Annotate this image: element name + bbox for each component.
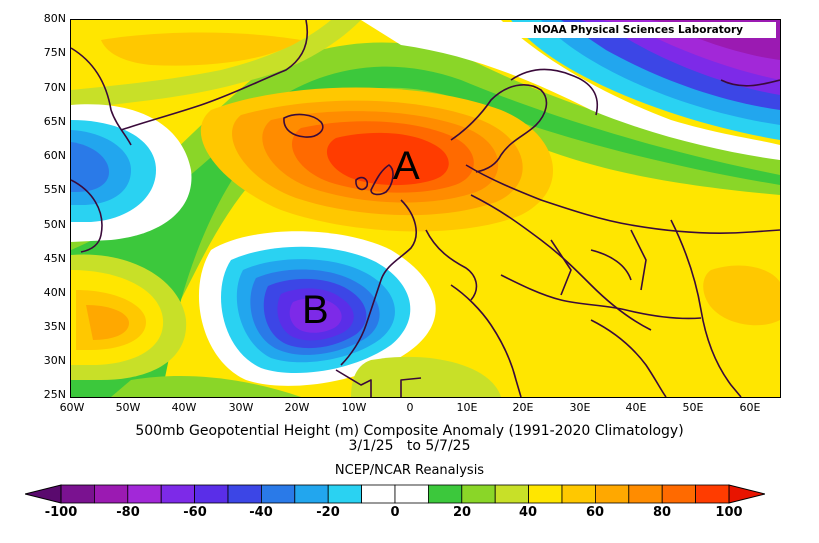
lat-label: 80N <box>43 12 66 25</box>
colorbar-right-arrow <box>728 484 765 504</box>
lon-label: 40E <box>625 401 647 414</box>
lat-label: 70N <box>43 81 66 94</box>
lon-label: 40W <box>171 401 197 414</box>
colorbar-cell <box>94 484 129 504</box>
colorbar-label: 100 <box>715 505 743 520</box>
lat-label: 35N <box>43 320 66 333</box>
lon-label: 20W <box>284 401 310 414</box>
colorbar-cell <box>494 484 530 504</box>
colorbar-label: -80 <box>116 505 140 520</box>
colorbar-cell <box>595 484 630 504</box>
colorbar-label: -60 <box>183 505 207 520</box>
colorbar-cell <box>461 484 496 504</box>
lat-label: 50N <box>43 218 66 231</box>
colorbar-cell <box>695 484 730 504</box>
colorbar-cell <box>327 484 363 504</box>
lon-label: 30W <box>228 401 254 414</box>
credit-label: NOAA Physical Sciences Laboratory <box>500 22 776 38</box>
colorbar-label: 80 <box>652 505 672 520</box>
colorbar-cell <box>294 484 329 504</box>
map-title: 500mb Geopotential Height (m) Composite … <box>135 423 684 439</box>
colorbar-cell <box>528 484 563 504</box>
anomaly-map <box>70 19 781 398</box>
high-marker-a: A <box>393 144 420 188</box>
colorbar-label: 40 <box>518 505 538 520</box>
anomaly-field <box>71 20 780 397</box>
colorbar-cell <box>127 484 162 504</box>
colorbar-label: -100 <box>44 505 78 520</box>
colorbar-cell <box>394 484 429 504</box>
colorbar-cell <box>427 484 463 504</box>
low-marker-b: B <box>302 288 329 332</box>
lat-label: 30N <box>43 354 66 367</box>
colorbar-cell <box>661 484 697 504</box>
lon-label: 30E <box>569 401 591 414</box>
colorbar-cell <box>260 484 296 504</box>
colorbar-cell <box>361 484 396 504</box>
colorbar-left-arrow <box>25 484 62 504</box>
colorbar-cell <box>160 484 195 504</box>
lon-label: 20E <box>512 401 534 414</box>
lon-label: 60E <box>739 401 761 414</box>
lon-label: 0 <box>406 401 414 414</box>
date-range: 3/1/25 to 5/7/25 <box>348 438 471 454</box>
lat-label: 65N <box>43 115 66 128</box>
colorbar-cell <box>60 484 95 504</box>
lat-label: 25N <box>43 388 66 401</box>
lat-label: 45N <box>43 252 66 265</box>
colorbar-label: 60 <box>585 505 605 520</box>
colorbar-label: -40 <box>249 505 273 520</box>
colorbar-cell <box>628 484 663 504</box>
lon-label: 60W <box>59 401 85 414</box>
colorbar-cell <box>227 484 262 504</box>
lon-label: 10E <box>456 401 478 414</box>
colorbar-cell <box>194 484 229 504</box>
lat-label: 55N <box>43 183 66 196</box>
colorbar-label: 20 <box>452 505 472 520</box>
colorbar-label: -20 <box>316 505 340 520</box>
colorbar <box>25 484 765 504</box>
colorbar-label: 0 <box>390 505 400 520</box>
colorbar-title: NCEP/NCAR Reanalysis <box>334 463 485 478</box>
lon-label: 50E <box>682 401 704 414</box>
colorbar-cell <box>561 484 596 504</box>
lat-label: 75N <box>43 46 66 59</box>
lat-label: 60N <box>43 149 66 162</box>
lon-label: 10W <box>341 401 367 414</box>
lat-label: 40N <box>43 286 66 299</box>
lon-label: 50W <box>115 401 141 414</box>
